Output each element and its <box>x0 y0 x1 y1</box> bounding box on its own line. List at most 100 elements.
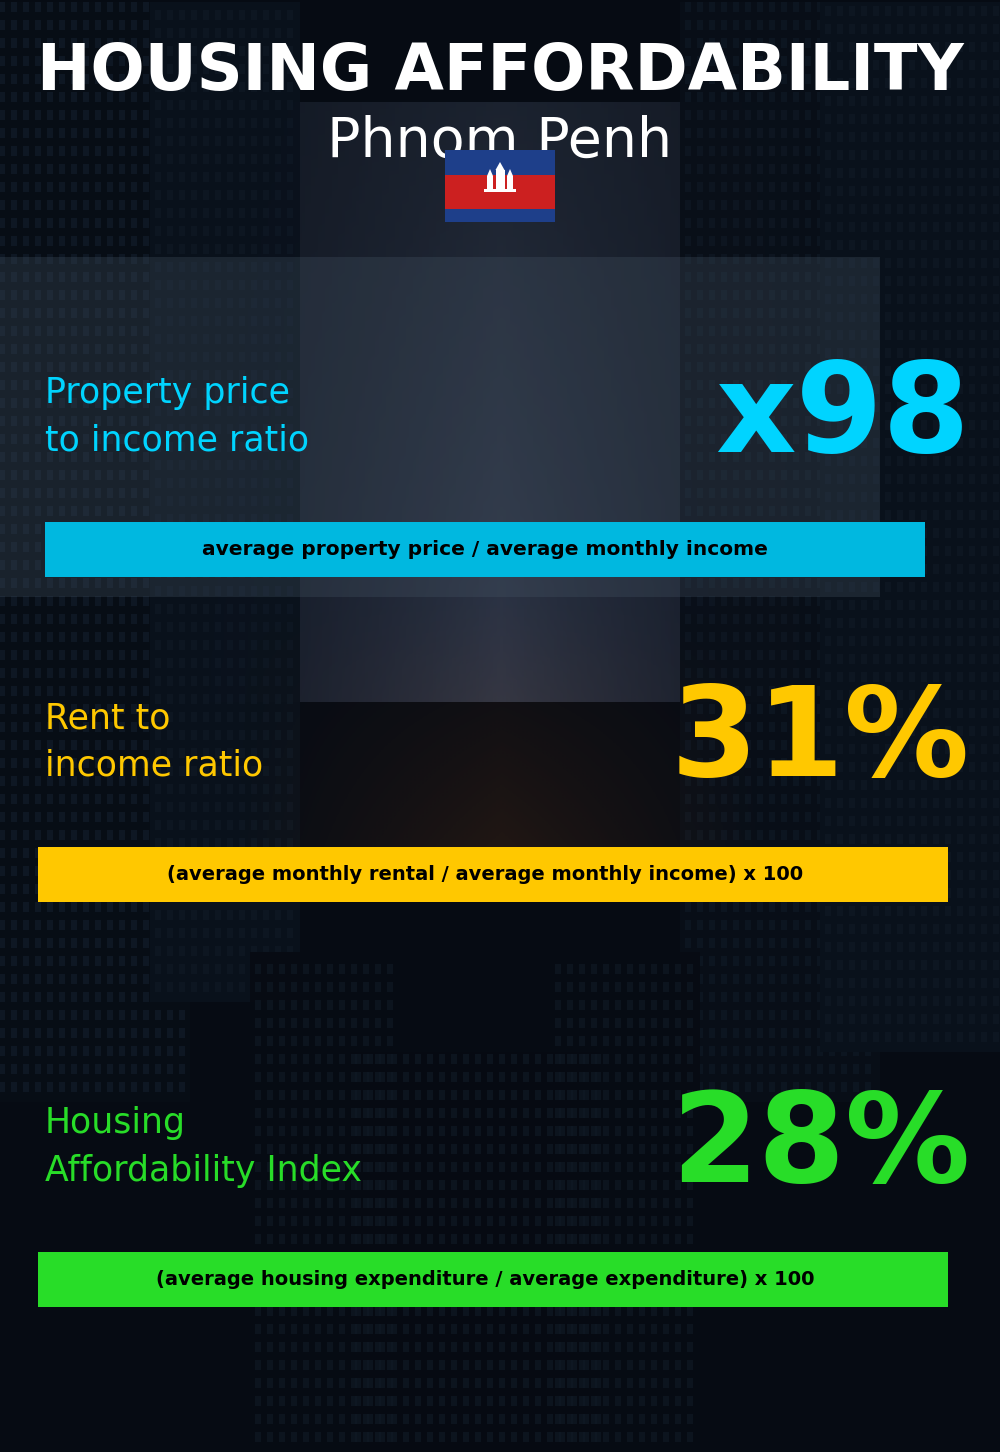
Bar <box>993 1032 999 1043</box>
Bar <box>287 370 293 380</box>
Bar <box>291 964 297 974</box>
Bar <box>59 128 65 138</box>
Bar <box>0 921 5 929</box>
Bar <box>143 147 149 155</box>
Bar <box>897 672 903 682</box>
Bar <box>957 240 963 250</box>
Bar <box>451 1361 457 1371</box>
Bar <box>793 524 799 534</box>
Bar <box>267 1361 273 1371</box>
Bar <box>155 351 161 362</box>
Bar <box>107 110 113 121</box>
Bar <box>825 852 831 862</box>
Bar <box>981 115 987 123</box>
Bar <box>191 802 197 812</box>
Bar <box>203 10 209 20</box>
Bar <box>95 865 101 876</box>
Bar <box>179 227 185 237</box>
Bar <box>709 812 715 822</box>
Bar <box>745 578 751 588</box>
Bar <box>143 380 149 391</box>
Bar <box>179 632 185 642</box>
Bar <box>167 505 173 515</box>
Bar <box>909 312 915 322</box>
Bar <box>131 650 137 661</box>
Bar <box>769 1082 775 1092</box>
Bar <box>35 595 41 605</box>
Bar <box>555 1234 561 1244</box>
Bar <box>215 208 221 218</box>
Bar <box>279 1270 285 1281</box>
Bar <box>685 884 691 894</box>
Bar <box>591 1125 597 1135</box>
Bar <box>71 327 77 335</box>
Bar <box>615 964 621 974</box>
Bar <box>179 200 185 211</box>
Bar <box>853 848 859 858</box>
Bar <box>71 20 77 30</box>
Bar <box>59 741 65 751</box>
Bar <box>969 293 975 303</box>
Bar <box>155 171 161 182</box>
Bar <box>83 200 89 211</box>
Bar <box>921 619 927 629</box>
Bar <box>583 1305 589 1316</box>
Bar <box>59 91 65 102</box>
Bar <box>639 1342 645 1352</box>
Bar <box>263 118 269 128</box>
Bar <box>191 677 197 685</box>
Bar <box>179 730 185 741</box>
Bar <box>239 441 245 452</box>
Polygon shape <box>496 163 505 170</box>
Bar <box>131 938 137 948</box>
Bar <box>179 578 185 588</box>
Bar <box>439 1252 445 1262</box>
Bar <box>781 938 787 948</box>
Bar <box>403 1305 409 1316</box>
Bar <box>817 668 823 678</box>
Bar <box>131 218 137 228</box>
Bar <box>675 1378 681 1388</box>
Bar <box>933 96 939 106</box>
Bar <box>745 524 751 534</box>
Bar <box>143 1028 149 1038</box>
Bar <box>35 452 41 462</box>
Bar <box>291 1361 297 1371</box>
Bar <box>267 1378 273 1388</box>
Bar <box>583 1072 589 1082</box>
Bar <box>981 60 987 70</box>
Bar <box>179 488 185 498</box>
Bar <box>825 672 831 682</box>
Bar <box>769 434 775 444</box>
Bar <box>511 1125 517 1135</box>
Bar <box>897 473 903 484</box>
Bar <box>873 510 879 520</box>
Bar <box>805 1082 811 1092</box>
Bar <box>567 1144 573 1154</box>
Bar <box>59 938 65 948</box>
Bar <box>263 694 269 704</box>
Bar <box>873 726 879 736</box>
Bar <box>817 452 823 462</box>
Bar <box>769 200 775 211</box>
Bar <box>167 182 173 192</box>
Bar <box>107 38 113 48</box>
Bar <box>83 505 89 515</box>
Bar <box>263 892 269 902</box>
Bar <box>167 578 173 588</box>
Bar <box>583 1090 589 1101</box>
Bar <box>849 833 855 844</box>
Bar <box>367 1180 373 1191</box>
Bar <box>47 74 53 84</box>
Bar <box>535 1198 541 1208</box>
Bar <box>0 1011 5 1019</box>
Bar <box>697 182 703 192</box>
Bar <box>155 595 161 605</box>
Bar <box>487 1270 493 1281</box>
Bar <box>805 955 811 966</box>
Bar <box>853 327 859 335</box>
Bar <box>71 722 77 732</box>
Bar <box>327 1378 333 1388</box>
Bar <box>83 614 89 624</box>
Bar <box>391 1090 397 1101</box>
